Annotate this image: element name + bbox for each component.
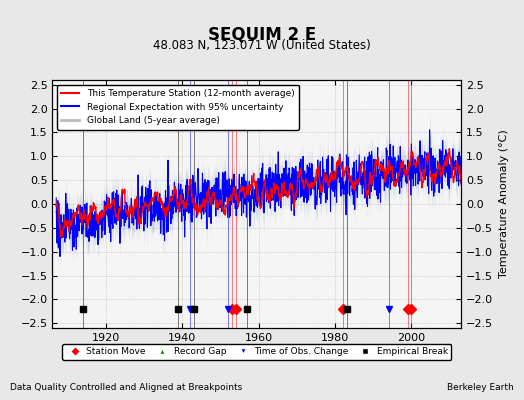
Text: SEQUIM 2 E: SEQUIM 2 E — [208, 25, 316, 43]
Y-axis label: Temperature Anomaly (°C): Temperature Anomaly (°C) — [499, 130, 509, 278]
Text: 48.083 N, 123.071 W (United States): 48.083 N, 123.071 W (United States) — [153, 40, 371, 52]
Text: Berkeley Earth: Berkeley Earth — [447, 383, 514, 392]
Text: Data Quality Controlled and Aligned at Breakpoints: Data Quality Controlled and Aligned at B… — [10, 383, 243, 392]
Legend: Station Move, Record Gap, Time of Obs. Change, Empirical Break: Station Move, Record Gap, Time of Obs. C… — [62, 344, 452, 360]
Legend: This Temperature Station (12-month average), Regional Expectation with 95% uncer: This Temperature Station (12-month avera… — [57, 84, 299, 130]
